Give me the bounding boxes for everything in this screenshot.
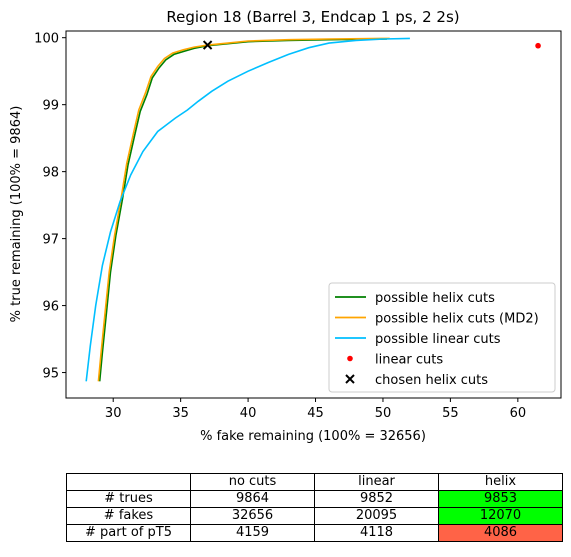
table-row: # trues 9864 9852 9853 <box>66 490 563 508</box>
table-row: # fakes 32656 20095 12070 <box>66 507 563 525</box>
data-point-chosen-helix-cuts <box>202 40 213 50</box>
row-label: # trues <box>66 490 191 508</box>
series-layer <box>85 37 541 382</box>
table-header-cell: linear <box>314 473 439 491</box>
x-tick-label: 45 <box>307 406 324 421</box>
table-row: # part of pT5 4159 4118 4086 <box>66 524 563 542</box>
table-cell: 9852 <box>314 490 439 508</box>
x-tick-label: 30 <box>105 406 122 421</box>
table-cell: 32656 <box>190 507 315 525</box>
y-tick-label: 100 <box>34 32 59 47</box>
table-header-cell: helix <box>438 473 563 491</box>
y-tick-label: 96 <box>42 300 59 315</box>
plot-frame <box>65 30 562 399</box>
row-label: # fakes <box>66 507 191 525</box>
table-cell: 4118 <box>314 524 439 542</box>
y-axis-label: % true remaining (100% = 9864) <box>9 106 24 323</box>
table-cell: 4159 <box>190 524 315 542</box>
y-tick-label: 97 <box>42 233 59 248</box>
series-line-possible-linear-cuts <box>85 37 410 382</box>
x-tick-label: 60 <box>510 406 527 421</box>
table-header-cell: no cuts <box>190 473 315 491</box>
x-tick-label: 40 <box>240 406 257 421</box>
table-cell: 20095 <box>314 507 439 525</box>
legend: possible helix cuts possible helix cuts (… <box>328 282 556 393</box>
chart: Region 18 (Barrel 3, Endcap 1 ps, 2 2s) … <box>9 8 562 444</box>
legend-label-linear-cuts: linear cuts <box>375 353 443 368</box>
data-point-linear-cuts <box>535 42 541 49</box>
x-tick-label: 35 <box>172 406 189 421</box>
table-header-cell <box>66 473 191 491</box>
x-tick-label: 50 <box>375 406 392 421</box>
x-axis: 30 35 40 45 50 55 60 <box>105 398 526 421</box>
legend-swatch-linear-cuts <box>347 355 353 362</box>
series-line-possible-helix-cuts-md2 <box>97 37 390 382</box>
legend-label-possible-helix-cuts-md2: possible helix cuts (MD2) <box>375 312 539 327</box>
legend-frame <box>328 282 556 393</box>
legend-label-possible-linear-cuts: possible linear cuts <box>375 332 501 347</box>
y-axis: 95 96 97 98 99 100 <box>34 32 66 382</box>
chart-title: Region 18 (Barrel 3, Endcap 1 ps, 2 2s) <box>166 8 459 26</box>
legend-label-possible-helix-cuts: possible helix cuts <box>375 291 495 306</box>
legend-label-chosen-helix-cuts: chosen helix cuts <box>375 373 488 388</box>
summary-table: no cuts linear helix # trues 9864 9852 9… <box>66 473 563 542</box>
x-tick-label: 55 <box>442 406 459 421</box>
y-tick-label: 98 <box>42 166 59 181</box>
y-tick-label: 95 <box>42 367 59 382</box>
legend-swatch-chosen-helix-cuts <box>345 374 355 384</box>
helix-cell: 12070 <box>438 507 563 525</box>
table-header-row: no cuts linear helix <box>66 473 563 491</box>
helix-cell: 4086 <box>438 524 563 542</box>
helix-cell: 9853 <box>438 490 563 508</box>
table-cell: 9864 <box>190 490 315 508</box>
x-axis-label: % fake remaining (100% = 32656) <box>200 429 426 444</box>
y-tick-label: 99 <box>42 99 59 114</box>
row-label: # part of pT5 <box>66 524 191 542</box>
